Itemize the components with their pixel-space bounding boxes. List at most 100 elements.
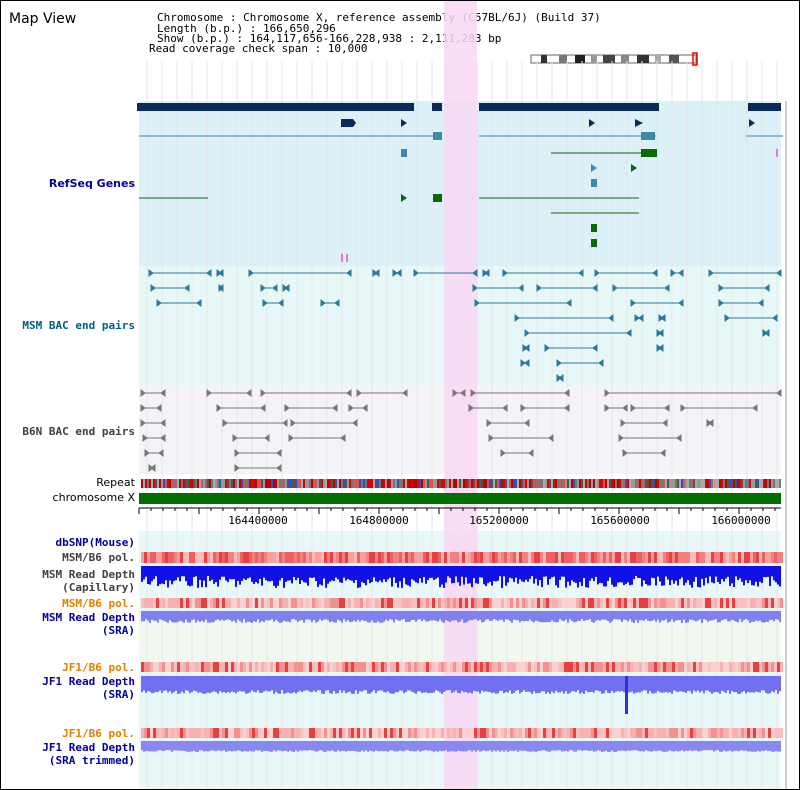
bac-pair — [566, 299, 572, 307]
bac-pair — [284, 404, 290, 412]
msm-read-depth-sra[interactable] — [141, 611, 781, 623]
bac-pair — [248, 269, 254, 277]
bac-pair — [564, 389, 570, 397]
bac-pair — [234, 449, 240, 457]
refseq-genes[interactable] — [137, 103, 783, 262]
bac-pair — [676, 434, 682, 442]
bac-pair — [524, 359, 530, 367]
bac-pair — [196, 299, 202, 307]
bac-pair — [468, 404, 474, 412]
msm-depth-sra-sublabel: (SRA) — [101, 624, 135, 637]
bac-pair — [678, 269, 684, 277]
bac-pair — [144, 449, 150, 457]
jf1-b6-pol-trim-track[interactable] — [141, 728, 783, 738]
bac-pair — [472, 269, 478, 277]
bac-pair — [718, 299, 724, 307]
bac-pair — [604, 389, 610, 397]
jf1-read-depth-trimmed[interactable] — [141, 741, 781, 752]
bac-pair — [776, 389, 782, 397]
bac-pair — [488, 434, 494, 442]
bac-pair — [528, 449, 534, 457]
bac-pair — [764, 329, 770, 337]
bac-pair — [660, 314, 666, 322]
repeat-label: Repeat — [96, 476, 135, 489]
bac-pair — [604, 404, 610, 412]
bac-pair — [402, 389, 408, 397]
bac-pair — [752, 404, 758, 412]
bac-pair — [264, 434, 270, 442]
bac-pair — [184, 284, 190, 292]
bac-pair — [556, 359, 562, 367]
bac-pair — [474, 299, 480, 307]
bac-pair — [592, 284, 598, 292]
bac-pair — [718, 284, 724, 292]
bac-pair — [776, 269, 782, 277]
chromosome-ideogram[interactable] — [529, 51, 701, 67]
jf1-b6-pol-track[interactable] — [141, 662, 783, 672]
bac-pair — [392, 269, 398, 277]
bac-pair — [140, 404, 146, 412]
bac-pair — [278, 299, 284, 307]
bac-pair — [340, 434, 346, 442]
bac-pair — [232, 434, 238, 442]
gene-feature — [137, 103, 414, 111]
bac-pair — [630, 299, 636, 307]
bac-pair — [680, 404, 686, 412]
bac-pair — [260, 404, 266, 412]
bac-pair — [396, 269, 402, 277]
bac-pair — [758, 299, 764, 307]
b6n-bac-end-pairs[interactable] — [140, 389, 782, 472]
bac-pair — [142, 434, 148, 442]
bac-pair — [670, 269, 676, 277]
msm-bac-end-pairs[interactable] — [148, 269, 782, 382]
bac-pair — [288, 434, 294, 442]
msm-b6-pol-sra-track[interactable] — [141, 598, 783, 608]
bac-pair — [413, 269, 419, 277]
bac-pair — [678, 299, 684, 307]
bac-pair — [260, 389, 266, 397]
msm-b6-pol-sra-label: MSM/B6 pol. — [62, 597, 135, 610]
ruler-tick-label: 165600000 — [590, 514, 650, 527]
bac-pair — [320, 299, 326, 307]
bac-pair — [276, 464, 282, 472]
bac-pair — [156, 404, 162, 412]
bac-pair — [638, 314, 644, 322]
msm-b6-pol-track[interactable] — [141, 552, 783, 563]
chromosome-bar[interactable] — [139, 493, 781, 504]
msm-read-depth-capillary[interactable] — [141, 566, 781, 588]
bac-pair — [524, 329, 530, 337]
bac-pair — [150, 464, 156, 472]
bac-pair — [290, 419, 296, 427]
bac-pair — [724, 314, 730, 322]
jf1-depth-sra-sublabel: (SRA) — [101, 688, 135, 701]
b6n-bac-label: B6N BAC end pairs — [22, 425, 135, 438]
show-range-info: Show (b.p.) : 164,117,656-166,228,938 : … — [157, 32, 502, 45]
ruler-tick-label: 166000000 — [711, 514, 771, 527]
bac-pair — [452, 389, 458, 397]
jf1-depth-trim-sublabel: (SRA trimmed) — [48, 754, 135, 767]
bac-pair — [234, 464, 240, 472]
repeat-track[interactable] — [141, 479, 781, 488]
dbsnp-label: dbSNP(Mouse) — [55, 536, 135, 549]
bac-pair — [362, 404, 368, 412]
gene-feature — [401, 119, 407, 127]
bac-pair — [460, 389, 466, 397]
jf1-b6-pol-trim-label: JF1/B6 pol. — [62, 727, 135, 740]
bac-pair — [472, 284, 478, 292]
chromosome-label: chromosome X — [52, 491, 135, 504]
bac-pair — [334, 299, 340, 307]
gene-feature — [749, 119, 755, 127]
jf1-read-depth-sra[interactable] — [141, 676, 781, 714]
bac-pair — [524, 344, 530, 352]
bac-pair — [652, 269, 658, 277]
bac-pair — [470, 389, 476, 397]
bac-pair — [222, 419, 228, 427]
bac-pair — [608, 314, 614, 322]
bac-pair — [356, 389, 362, 397]
bac-pair — [346, 389, 352, 397]
bac-pair — [592, 344, 598, 352]
bac-pair — [626, 329, 632, 337]
bac-pair — [708, 269, 714, 277]
